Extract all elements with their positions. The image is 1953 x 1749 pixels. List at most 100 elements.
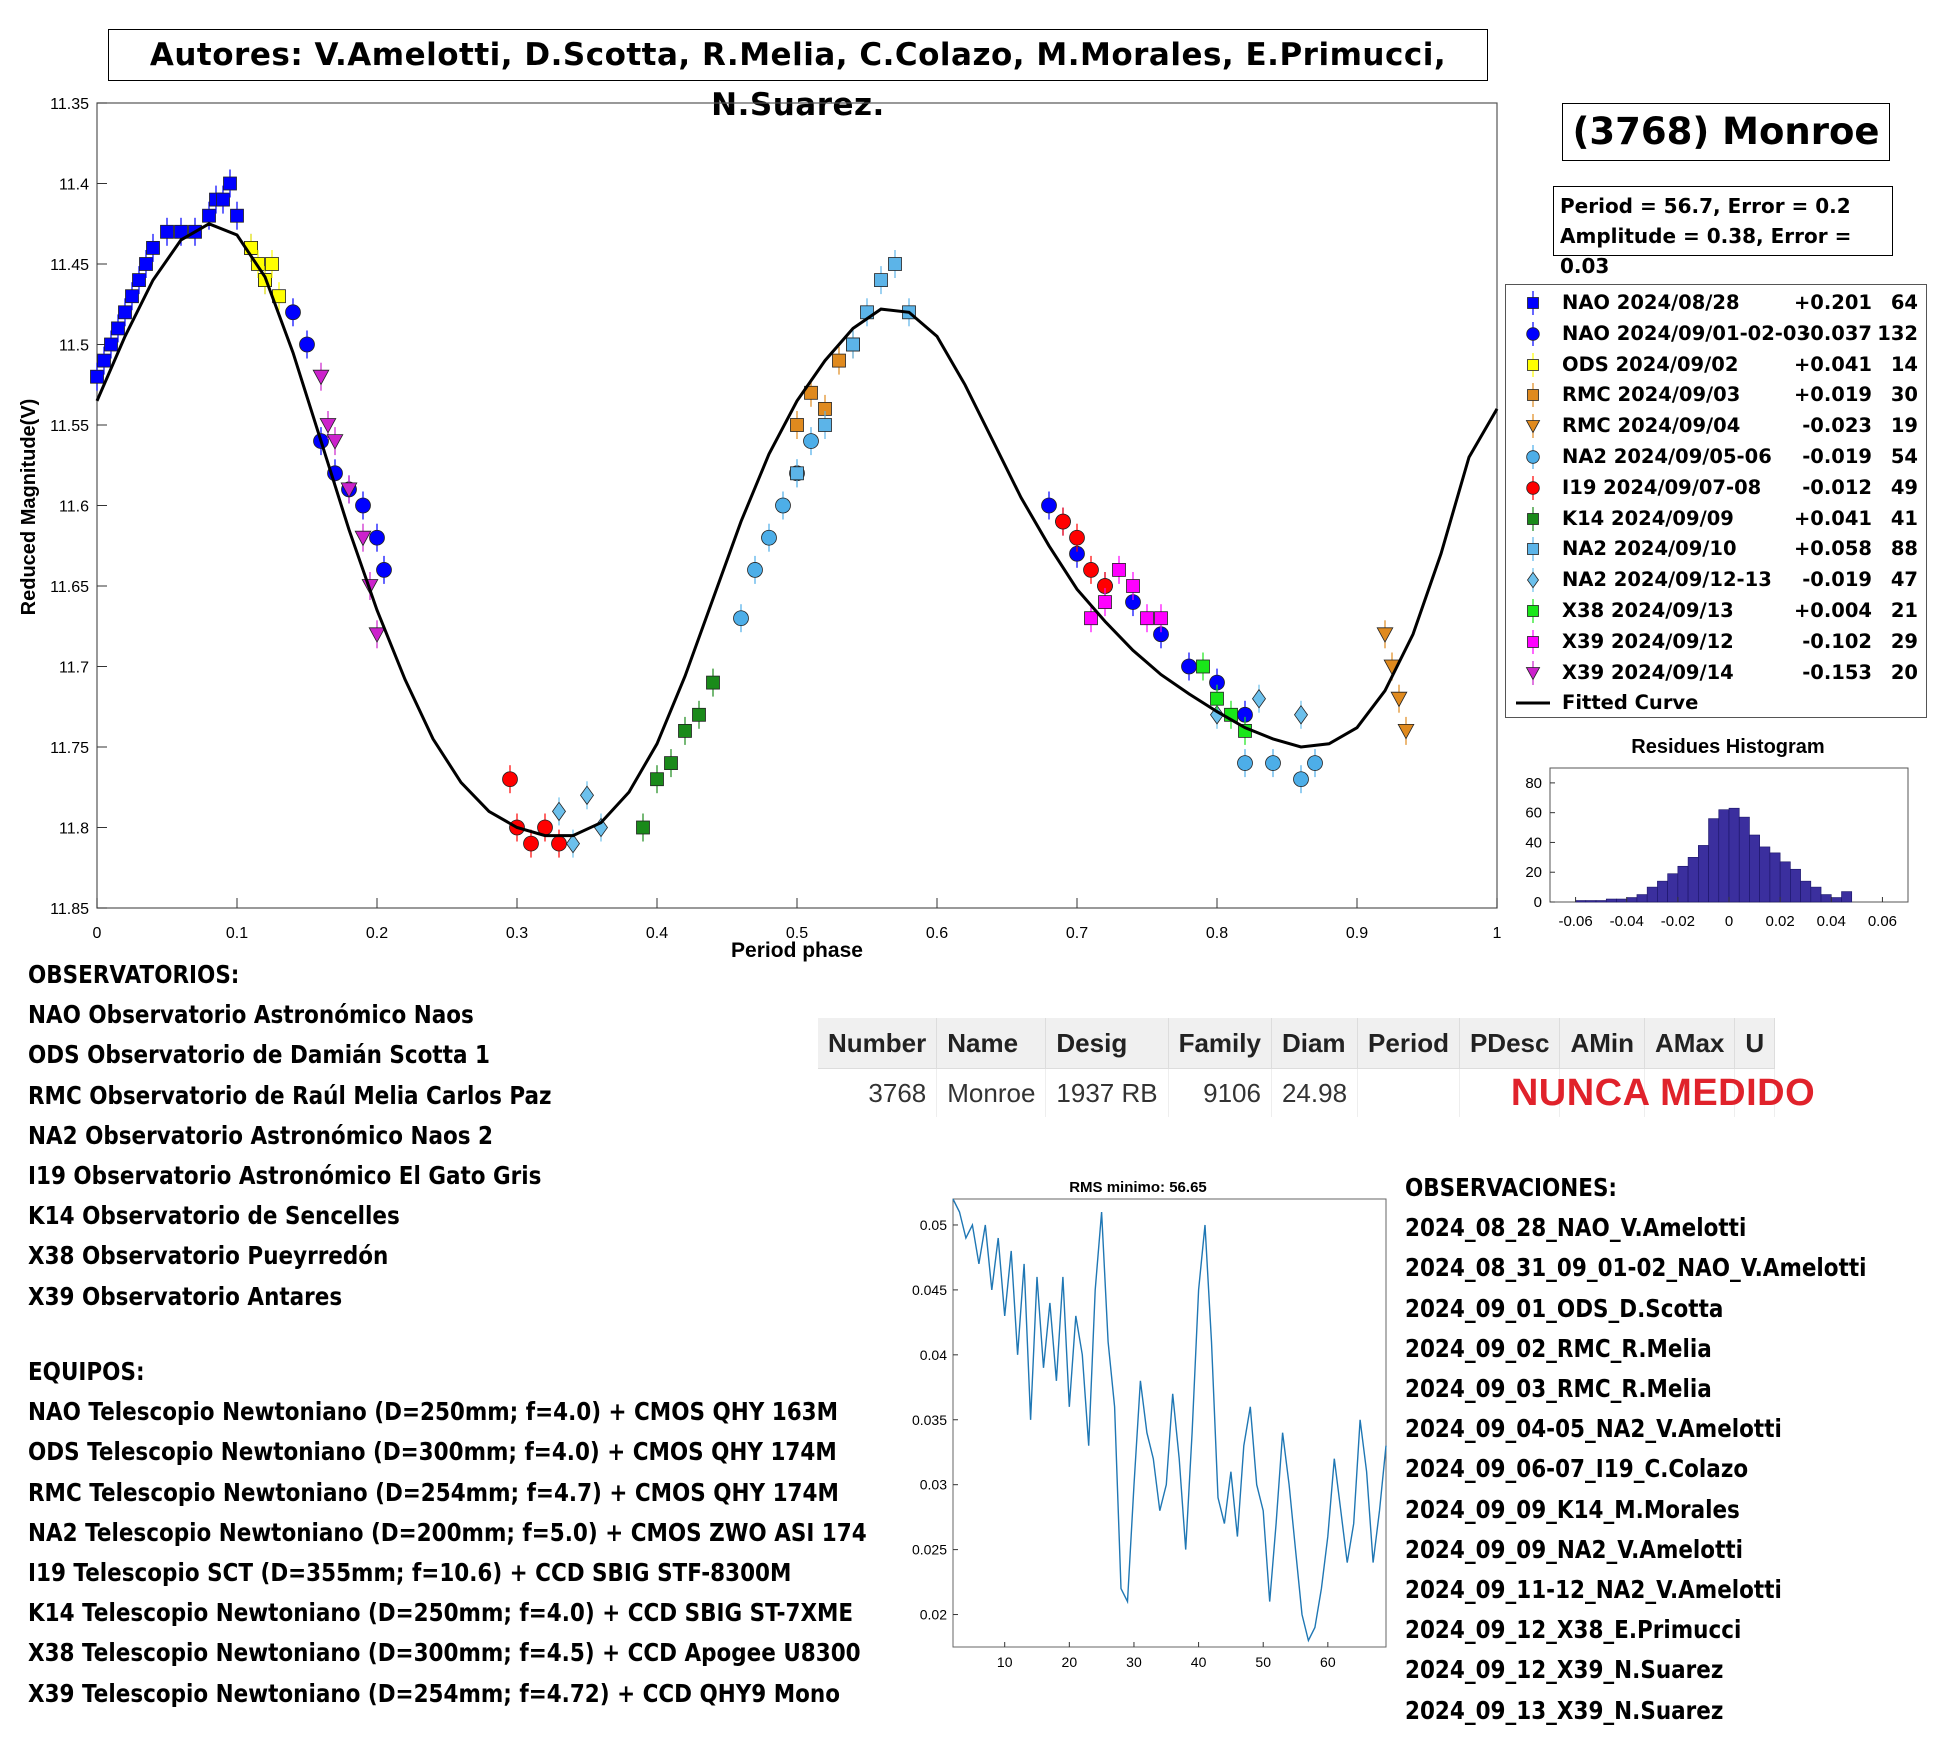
rms-y-tick-label: 0.025 [912, 1542, 947, 1558]
series-na2-2024-09-05-06 [733, 427, 1323, 794]
legend-symbol [1525, 666, 1541, 681]
legend-count: 19 [1890, 414, 1918, 438]
data-point [846, 337, 860, 352]
observations-section: OBSERVACIONES: 2024_08_28_NAO_V.Amelotti… [1405, 1168, 1866, 1731]
y-tick-label: 11.6 [59, 499, 89, 516]
data-point [1210, 691, 1224, 706]
series-nao-2024-09-01-02-03 [285, 298, 1253, 729]
legend-entry: NA2 2024/09/10 +0.058 88 [1506, 533, 1926, 564]
observation-item: 2024_09_12_X38_E.Primucci [1405, 1615, 1742, 1645]
hist-x-tick-label: 0 [1725, 913, 1733, 930]
data-point [90, 369, 104, 384]
legend-offset: +0.201 [1793, 291, 1872, 314]
rms-y-tick-label: 0.045 [912, 1282, 947, 1298]
legend-offset: -0.037 [1802, 321, 1872, 345]
rms-title: RMS minimo: 56.65 [1069, 1179, 1207, 1196]
data-point [355, 497, 371, 514]
observation-item: 2024_09_04-05_NA2_V.Amelotti [1405, 1414, 1782, 1444]
legend-offset: -0.019 [1802, 445, 1872, 468]
equipment-item: X39 Telescopio Newtoniano (D=254mm; f=4.… [28, 1678, 840, 1708]
data-point [326, 434, 344, 450]
data-point [354, 530, 372, 547]
legend-marker-icon [1526, 321, 1540, 346]
legend-label: RMC 2024/09/03 [1562, 383, 1741, 407]
legend-marker-icon [1527, 599, 1539, 623]
legend-count: 64 [1890, 291, 1918, 314]
data-point [299, 336, 315, 353]
x-tick-label: 0.8 [1206, 925, 1228, 942]
data-point [160, 224, 174, 239]
asteroid-info-table: Number Name Desig Family Diam Period PDesc AMin… [818, 1018, 1776, 1117]
series-i19-2024-09-07-08 [502, 507, 1113, 858]
observatories-heading: OBSERVATORIOS: [28, 960, 240, 989]
observatory-item: ODS Observatorio de Damián Scotta 1 [28, 1040, 490, 1070]
data-point [1041, 497, 1057, 514]
legend-marker-icon [1527, 537, 1539, 562]
table-cell: 3768 [818, 1068, 938, 1117]
x-tick-label: 0.6 [926, 925, 948, 942]
legend-count: 29 [1890, 629, 1918, 653]
legend-marker-icon [1516, 701, 1550, 705]
object-title: (3768) Monroe [1562, 103, 1890, 161]
legend-symbol [1526, 327, 1540, 341]
legend-marker-icon [1527, 352, 1539, 377]
data-point [1237, 755, 1253, 771]
y-tick-label: 11.65 [50, 579, 89, 596]
legend-marker-icon [1527, 568, 1539, 593]
observatory-item: X39 Observatorio Antares [28, 1281, 343, 1311]
legend-label: NA2 2024/09/05-06 [1562, 445, 1772, 468]
histogram-bar [1779, 861, 1791, 903]
legend-marker-icon [1526, 445, 1540, 469]
data-point [1055, 513, 1071, 530]
legend-label: RMC 2024/09/04 [1562, 414, 1741, 438]
observatory-item: NA2 Observatorio Astronómico Naos 2 [28, 1120, 493, 1150]
observations-heading: OBSERVACIONES: [1405, 1173, 1618, 1202]
equipment-item: RMC Telescopio Newtoniano (D=254mm; f=4.… [28, 1477, 839, 1507]
data-point [733, 610, 749, 627]
y-tick-label: 11.75 [50, 740, 89, 757]
rms-period-scan: RMS minimo: 56.65 10 20 30 40 50 60 0.02 0.025 0… [912, 1179, 1387, 1670]
histogram-bar [1728, 807, 1740, 903]
data-point [139, 257, 153, 271]
lightcurve-legend: NAO 2024/08/28 +0.201 64 NAO 2024/09/01-02-… [1505, 284, 1927, 718]
data-point [502, 771, 518, 788]
series-x38-2024-09-13 [1196, 652, 1252, 745]
legend-label: X38 2024/09/13 [1562, 599, 1734, 622]
data-point [804, 385, 818, 400]
lightcurve-y-label: Reduced Magnitude(V) [18, 399, 40, 616]
legend-offset: +0.058 [1793, 537, 1872, 561]
table-cell [1357, 1068, 1460, 1117]
table-header-cell: PDesc [1459, 1018, 1561, 1069]
x-tick-label: 0 [93, 925, 102, 942]
observatory-item: I19 Observatorio Astronómico El Gato Gri… [28, 1161, 542, 1191]
hist-x-tick-label: 0.06 [1868, 913, 1897, 930]
data-point [146, 240, 160, 255]
rms-frame [952, 1198, 1387, 1648]
data-point [1294, 705, 1308, 725]
x-tick-label: 0.7 [1066, 925, 1088, 942]
table-cell [1459, 1068, 1561, 1117]
legend-entry: NAO 2024/09/01-02-03 -0.037 132 [1506, 318, 1926, 349]
hist-y-tick-label: 40 [1525, 834, 1542, 851]
data-point [319, 418, 337, 434]
legend-offset: +0.041 [1793, 352, 1872, 376]
data-point [1196, 659, 1210, 674]
lightcurve-x-label: Period phase [731, 939, 863, 962]
legend-offset: +0.041 [1793, 506, 1872, 530]
hist-y-tick-label: 20 [1525, 864, 1542, 881]
legend-label: NAO 2024/09/01-02-03 [1562, 321, 1811, 345]
rms-curve-line [952, 1198, 1387, 1643]
y-tick-label: 11.8 [59, 821, 89, 838]
legend-marker-icon [1527, 629, 1539, 654]
histogram-bar [1595, 900, 1607, 903]
legend-count: 47 [1890, 568, 1918, 592]
legend-marker-icon [1527, 506, 1539, 531]
table-cell [1559, 1068, 1646, 1117]
hist-x-tick-label: -0.04 [1610, 913, 1644, 930]
series-na2-2024-09-12-13 [552, 684, 1308, 858]
y-tick-label: 11.85 [50, 901, 89, 918]
legend-offset: +0.019 [1793, 383, 1872, 407]
observation-item: 2024_09_01_ODS_D.Scotta [1405, 1293, 1724, 1323]
data-point [1390, 691, 1408, 708]
series-x39-2024-09-12 [1084, 555, 1168, 633]
